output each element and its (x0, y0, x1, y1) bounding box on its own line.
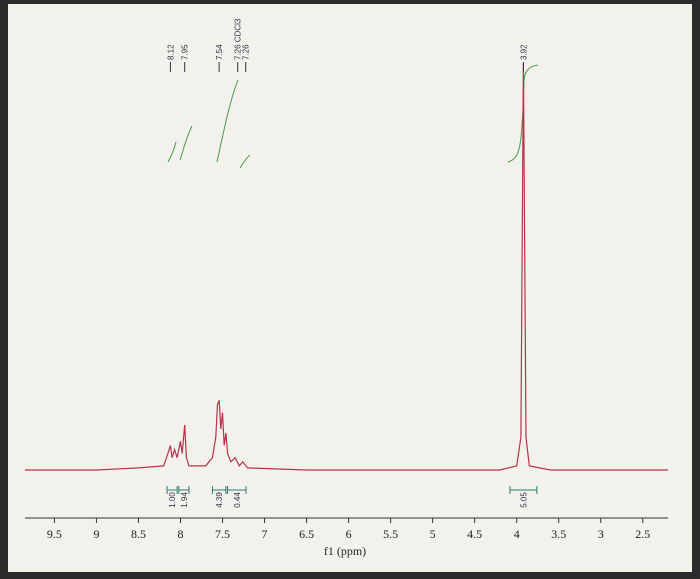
x-tick-label: 9 (93, 527, 99, 541)
x-tick-label: 7 (262, 527, 268, 541)
x-tick-label: 6 (346, 527, 352, 541)
x-tick-label: 3 (598, 527, 604, 541)
peak-label: 7.26 (242, 44, 251, 60)
integral-curve (179, 125, 193, 161)
integral-label: 5.05 (519, 492, 528, 508)
integral-curve (239, 154, 251, 169)
x-tick-label: 8 (177, 527, 183, 541)
x-tick-label: 2.5 (635, 527, 650, 541)
x-tick-label: 8.5 (131, 527, 146, 541)
integral-curve (216, 79, 239, 163)
integral-label: 1.94 (180, 492, 189, 508)
peak-label: 3.92 (519, 44, 528, 60)
integral-label: 0.44 (233, 492, 242, 508)
x-tick-label: 5 (430, 527, 436, 541)
integral-bracket (211, 486, 227, 494)
integral-bracket (509, 486, 538, 494)
peak-label: 7.95 (181, 44, 190, 60)
integral-bracket (178, 486, 190, 494)
screen (8, 4, 692, 572)
integral-label: 1.00 (168, 492, 177, 508)
integral-bracket (227, 486, 247, 494)
x-axis-label: f1 (ppm) (324, 544, 366, 558)
peak-label: 7.54 (215, 44, 224, 60)
integral-curve (167, 141, 177, 163)
x-tick-label: 5.5 (383, 527, 398, 541)
x-tick-label: 3.5 (551, 527, 566, 541)
x-tick-label: 7.5 (215, 527, 230, 541)
x-tick-label: 9.5 (47, 527, 62, 541)
x-tick-label: 4 (514, 527, 520, 541)
integral-label: 4.39 (215, 492, 224, 508)
x-tick-label: 4.5 (467, 527, 482, 541)
integral-bracket (166, 486, 178, 494)
spectrum (25, 64, 668, 471)
peak-label: 7.26 CDCl3 (234, 18, 243, 60)
x-tick-label: 6.5 (299, 527, 314, 541)
peak-label: 8.12 (166, 44, 175, 60)
